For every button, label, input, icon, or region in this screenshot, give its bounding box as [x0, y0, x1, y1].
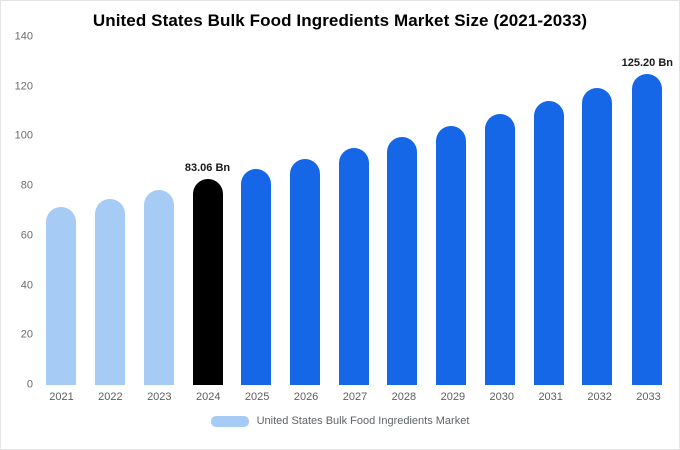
x-tick-label-2028: 2028	[391, 391, 417, 403]
x-tick-label-2027: 2027	[342, 391, 368, 403]
bar-group-2021	[37, 37, 86, 385]
bar-2022	[95, 198, 126, 385]
bar-group-2033: 125.20 Bn	[622, 37, 673, 385]
bar-group-2032	[573, 37, 622, 385]
bar-group-2023	[134, 37, 183, 385]
y-tick-label: 80	[20, 179, 33, 192]
y-tick-label: 120	[14, 80, 33, 93]
x-tick-label-2021: 2021	[49, 391, 74, 403]
x-tick-label-2029: 2029	[440, 391, 466, 403]
y-tick-label: 20	[20, 328, 33, 341]
plot-area: 83.06 Bn 125.20 Bn	[37, 37, 673, 385]
bar-group-2030	[475, 37, 524, 385]
bar-group-2026	[281, 37, 330, 385]
x-axis: 2021 2022 2023 2024 2025 2026 2027 2028 2029 2030…	[37, 391, 673, 403]
legend-swatch-icon	[210, 415, 249, 427]
data-label-2024: 83.06 Bn	[184, 161, 231, 174]
x-tick-label-2024: 2024	[195, 391, 221, 403]
bar-2024	[192, 178, 223, 385]
x-tick-label-2030: 2030	[489, 391, 514, 403]
bar-group-2025	[232, 37, 281, 385]
bar-2033	[632, 73, 663, 385]
legend: United States Bulk Food Ingredients Mark…	[1, 415, 679, 427]
bar-group-2029	[427, 37, 476, 385]
bar-group-2022	[86, 37, 135, 385]
bar-2031	[533, 100, 564, 385]
bar-2029	[436, 125, 467, 385]
x-tick-label-2022: 2022	[98, 391, 123, 403]
bar-2025	[241, 169, 272, 385]
y-tick-label: 100	[14, 129, 33, 142]
chart-body: 0 20 40 60 80 100 120 140 83.06 Bn 125.20 Bn	[9, 31, 673, 390]
bar-2026	[289, 158, 320, 385]
bar-2023	[143, 190, 174, 385]
bar-2028	[387, 137, 418, 385]
chart-title: United States Bulk Food Ingredients Mark…	[92, 11, 588, 30]
y-tick-label: 0	[26, 378, 33, 391]
bar-2030	[484, 113, 515, 385]
x-tick-label-2025: 2025	[244, 391, 270, 403]
data-label-2033: 125.20 Bn	[621, 56, 673, 69]
bar-2027	[338, 148, 369, 385]
y-axis: 0 20 40 60 80 100 120 140	[9, 31, 37, 390]
bar-group-2028	[378, 37, 427, 385]
x-tick-label-2032: 2032	[587, 391, 612, 403]
y-tick-label: 60	[20, 229, 33, 242]
bar-2021	[46, 207, 77, 385]
x-tick-label-2026: 2026	[293, 391, 319, 403]
x-tick-label-2031: 2031	[538, 391, 563, 403]
x-tick-label-2023: 2023	[147, 391, 172, 403]
x-tick-label-2033: 2033	[636, 391, 661, 403]
bar-group-2031	[524, 37, 573, 385]
bar-group-2027	[329, 37, 378, 385]
y-tick-label: 40	[20, 279, 33, 292]
y-tick-label: 140	[14, 30, 33, 43]
legend-label: United States Bulk Food Ingredients Mark…	[256, 415, 470, 427]
bar-group-2024: 83.06 Bn	[183, 37, 232, 385]
bar-2032	[582, 87, 613, 385]
